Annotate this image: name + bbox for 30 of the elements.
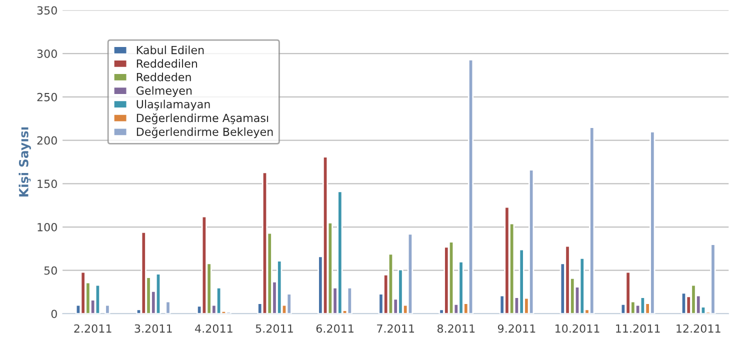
x-tick-label: 5.2011 bbox=[256, 324, 293, 333]
x-tick-label: 7.2011 bbox=[377, 324, 414, 333]
x-tick-label: 8.2011 bbox=[437, 324, 475, 333]
x-tick-label: 2.2011 bbox=[74, 324, 112, 333]
y-axis-title: Kişi Sayısı bbox=[18, 127, 31, 196]
x-tick-label: 3.2011 bbox=[134, 324, 172, 333]
legend-label: Değerlendirme Aşaması bbox=[136, 113, 268, 124]
legend-label: Reddeden bbox=[136, 72, 191, 82]
legend-label: Ulaşılamayan bbox=[136, 100, 210, 110]
legend-label: Reddedilen bbox=[136, 59, 198, 68]
y-tick-label: 50 bbox=[44, 266, 57, 275]
bar bbox=[680, 292, 687, 314]
y-tick-label: 300 bbox=[37, 50, 57, 58]
y-tick-label: 150 bbox=[38, 180, 57, 188]
y-tick-label: 100 bbox=[38, 222, 57, 232]
legend-label: Değerlendirme Bekleyen bbox=[136, 127, 273, 138]
y-tick-label: 350 bbox=[37, 6, 57, 15]
x-tick-label: 10.2011 bbox=[556, 324, 600, 333]
legend-label: Gelmeyen bbox=[136, 86, 192, 97]
y-tick-label: 0 bbox=[51, 310, 57, 318]
bar bbox=[165, 300, 171, 314]
legend-label: Kabul Edilen bbox=[136, 46, 204, 54]
y-tick-label: 250 bbox=[37, 92, 57, 102]
x-tick-label: 6.2011 bbox=[316, 324, 354, 333]
x-tick-label: 4.2011 bbox=[195, 324, 232, 333]
y-tick-label: 200 bbox=[37, 136, 57, 145]
bar bbox=[104, 304, 110, 314]
x-tick-label: 9.2011 bbox=[498, 324, 536, 333]
x-tick-label: 11.2011 bbox=[616, 324, 660, 333]
x-tick-label: 12.2011 bbox=[676, 324, 720, 333]
